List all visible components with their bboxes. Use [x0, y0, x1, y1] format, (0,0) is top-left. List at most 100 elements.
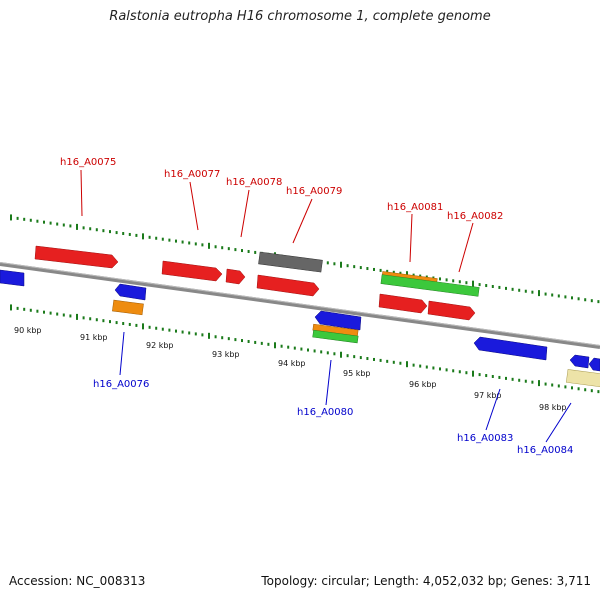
scale-mark: [10, 304, 12, 311]
scale-mark: [201, 243, 204, 247]
scale-mark: [359, 266, 362, 270]
scale-mark: [208, 242, 210, 249]
scale-mark: [234, 338, 237, 342]
topology-text: Topology: circular; Length: 4,052,032 bp…: [261, 574, 591, 588]
scale-mark: [472, 370, 474, 377]
forward-label-lines: [80, 169, 474, 273]
scale-mark: [373, 357, 375, 361]
scale-mark: [155, 236, 158, 240]
scale-mark: [181, 330, 184, 334]
scale-mark: [29, 218, 32, 222]
scale-mark: [498, 375, 501, 379]
gene-feature[interactable]: [378, 293, 428, 314]
scale-mark: [135, 233, 138, 237]
scale-mark: [135, 323, 138, 327]
scale-mark: [353, 355, 356, 359]
scale-mark: [557, 294, 560, 298]
chromosome-backbone: [0, 262, 600, 349]
gene-label-h16-a0075[interactable]: h16_A0075: [60, 157, 116, 168]
scale-mark: [109, 320, 111, 324]
gene-feature[interactable]: [427, 300, 476, 321]
gene-feature[interactable]: [565, 369, 600, 388]
scale-mark: [142, 323, 144, 330]
scale-mark: [168, 238, 171, 242]
scale-mark: [571, 386, 573, 390]
gene-label-h16-a0082[interactable]: h16_A0082: [447, 211, 503, 222]
scale-mark: [188, 241, 191, 245]
scale-mark: [564, 385, 567, 389]
scale-mark: [307, 348, 309, 352]
gene-feature[interactable]: [312, 329, 359, 344]
scale-mark: [128, 322, 131, 326]
scale-mark: [128, 232, 131, 236]
gene-feature[interactable]: [569, 354, 590, 369]
gene-feature[interactable]: [380, 274, 480, 297]
scale-mark: [551, 383, 554, 387]
gene-feature[interactable]: [0, 269, 25, 287]
gene-feature[interactable]: [473, 336, 548, 361]
scale-mark: [511, 377, 514, 381]
scale-mark: [392, 270, 395, 274]
gene-label-h16-a0077[interactable]: h16_A0077: [164, 169, 220, 180]
scale-mark: [340, 351, 342, 358]
scale-mark: [445, 278, 448, 282]
scale-mark: [590, 299, 593, 303]
scale-mark: [16, 216, 19, 220]
scale-mark: [531, 380, 534, 384]
gene-feature[interactable]: [114, 283, 147, 301]
gene-feature[interactable]: [34, 245, 119, 269]
scale-mark: [122, 322, 125, 326]
scale-mark: [326, 261, 329, 265]
scale-mark: [76, 223, 78, 230]
scale-mark: [247, 339, 250, 343]
reverse-scale: [10, 304, 600, 394]
gene-label-h16-a0083[interactable]: h16_A0083: [457, 433, 513, 444]
gene-feature[interactable]: [314, 310, 362, 331]
scale-mark: [491, 374, 494, 378]
scale-mark: [241, 339, 243, 343]
scale-mark: [366, 357, 369, 361]
scale-mark: [485, 374, 488, 378]
scale-mark: [538, 290, 540, 297]
scale-mark: [89, 317, 92, 321]
gene-label-h16-a0078[interactable]: h16_A0078: [226, 177, 282, 188]
gene-feature[interactable]: [112, 299, 144, 316]
scale-mark: [346, 354, 349, 358]
scale-mark: [386, 359, 389, 363]
scale-mark: [313, 349, 316, 353]
scale-mark: [333, 352, 336, 356]
scale-mark: [56, 222, 59, 226]
gene-label-h16-a0084[interactable]: h16_A0084: [517, 445, 573, 456]
scale-mark: [115, 321, 118, 325]
scale-mark: [524, 379, 527, 383]
gene-feature[interactable]: [258, 251, 323, 273]
scale-mark: [478, 283, 481, 287]
scale-mark: [406, 271, 408, 278]
scale-mark: [511, 287, 514, 291]
scale-mark: [267, 342, 270, 346]
scale-mark: [465, 281, 468, 285]
gene-feature[interactable]: [588, 357, 600, 372]
kbp-label-90: 90 kbp: [14, 326, 42, 335]
scale-mark: [386, 269, 389, 273]
scale-mark: [155, 326, 158, 330]
scale-mark: [142, 233, 144, 240]
scale-mark: [439, 277, 441, 281]
scale-mark: [36, 309, 39, 313]
gene-feature[interactable]: [161, 260, 223, 282]
gene-label-h16-a0081[interactable]: h16_A0081: [387, 202, 443, 213]
scale-mark: [399, 361, 402, 365]
gene-feature[interactable]: [225, 268, 246, 285]
scale-mark: [399, 271, 402, 275]
gene-label-h16-a0076[interactable]: h16_A0076: [93, 379, 149, 390]
scale-mark: [478, 373, 481, 377]
kbp-label-93: 93 kbp: [212, 350, 240, 359]
gene-feature[interactable]: [256, 274, 320, 297]
scale-mark: [379, 268, 382, 272]
scale-mark: [76, 313, 78, 320]
scale-mark: [524, 289, 527, 293]
scale-mark: [82, 226, 85, 230]
gene-label-h16-a0079[interactable]: h16_A0079: [286, 186, 342, 197]
scale-mark: [122, 232, 125, 236]
gene-label-h16-a0080[interactable]: h16_A0080: [297, 407, 353, 418]
